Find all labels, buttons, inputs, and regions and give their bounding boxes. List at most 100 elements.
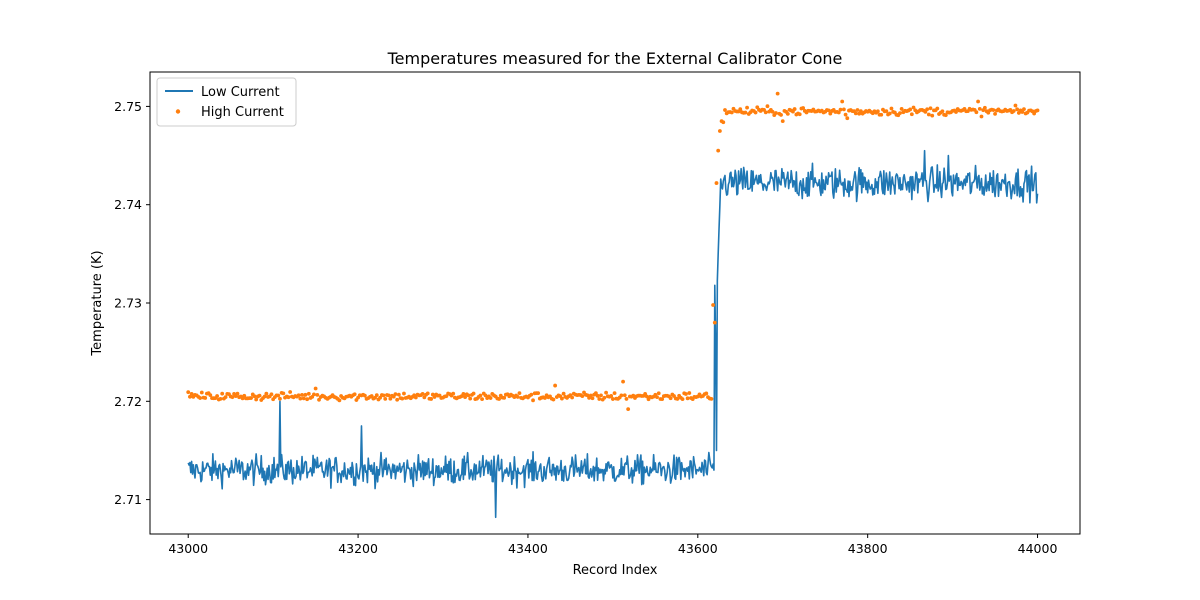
high-current-point	[230, 395, 235, 400]
high-current-point	[925, 107, 930, 112]
high-current-point	[402, 391, 406, 396]
high-current-point	[378, 395, 383, 400]
high-current-point	[1015, 107, 1020, 112]
legend-low-current-label: Low Current	[201, 85, 280, 100]
high-current-point	[276, 393, 281, 398]
high-current-point	[909, 112, 914, 117]
high-current-point	[478, 393, 483, 398]
high-current-point	[785, 111, 790, 116]
high-current-point	[610, 397, 615, 401]
high-current-point	[792, 107, 797, 111]
high-current-point	[531, 398, 535, 403]
high-current-point	[551, 397, 556, 402]
high-current-point	[362, 393, 367, 398]
high-current-point	[687, 391, 692, 395]
high-current-point	[388, 396, 393, 401]
legend-high-current-label: High Current	[201, 105, 284, 120]
high-current-point	[223, 395, 228, 400]
high-current-point	[899, 107, 904, 111]
high-current-point	[199, 390, 204, 395]
low-current-series-line	[187, 149, 1039, 519]
high-current-point	[1013, 103, 1018, 108]
high-current-point	[621, 379, 625, 384]
high-current-point	[188, 394, 192, 399]
high-current-point	[743, 110, 748, 115]
high-current-point	[466, 393, 471, 398]
high-current-point	[301, 396, 306, 401]
y-tick-label: 2.75	[114, 99, 142, 114]
high-current-point	[561, 391, 566, 396]
high-current-point	[930, 113, 935, 118]
high-current-point	[609, 394, 614, 398]
high-current-point	[704, 391, 709, 396]
high-current-point	[400, 396, 405, 401]
high-current-point	[381, 393, 386, 398]
high-current-point	[483, 393, 488, 398]
high-current-point	[982, 105, 987, 110]
high-current-point	[721, 120, 726, 125]
high-current-point	[298, 396, 303, 401]
high-current-point	[853, 111, 858, 116]
high-current-point	[991, 108, 996, 112]
high-current-point	[680, 397, 685, 402]
high-current-point	[753, 110, 758, 115]
high-current-point	[553, 383, 558, 388]
high-current-point	[729, 110, 734, 115]
high-current-point	[1011, 109, 1016, 113]
high-current-point	[908, 107, 913, 112]
high-current-point	[644, 394, 649, 399]
high-current-point	[597, 397, 602, 401]
high-current-point	[588, 393, 593, 398]
high-current-point	[502, 395, 507, 400]
high-current-point	[515, 395, 520, 399]
high-current-point	[480, 397, 484, 401]
high-current-point	[249, 396, 253, 400]
high-current-point	[884, 109, 889, 114]
high-current-point	[312, 392, 316, 397]
high-current-point	[352, 392, 357, 397]
high-current-point	[315, 392, 320, 397]
high-current-point	[468, 396, 473, 401]
high-current-point	[875, 109, 880, 114]
high-current-point	[461, 392, 466, 396]
high-current-point	[220, 391, 225, 396]
x-tick-label: 43200	[338, 541, 378, 556]
high-current-point	[218, 396, 223, 401]
high-current-point	[976, 99, 980, 104]
high-current-point	[317, 397, 321, 402]
high-current-point	[801, 106, 806, 110]
high-current-point	[714, 181, 719, 185]
high-current-point	[529, 392, 534, 397]
high-current-point	[774, 111, 778, 115]
high-current-point	[889, 106, 894, 111]
series-layer	[186, 91, 1040, 519]
high-current-point	[911, 105, 916, 110]
plot-area	[149, 71, 1081, 535]
high-current-point	[536, 391, 541, 396]
high-current-point	[779, 113, 783, 117]
high-current-point	[943, 113, 948, 118]
high-current-point	[685, 396, 690, 401]
high-current-point	[570, 395, 575, 400]
high-current-point	[593, 391, 598, 396]
high-current-point	[898, 111, 902, 115]
high-current-point	[1022, 107, 1026, 112]
high-current-point	[712, 320, 717, 325]
high-current-point	[303, 392, 308, 397]
high-current-point	[386, 393, 391, 398]
high-current-point	[660, 397, 665, 402]
high-current-point	[337, 398, 342, 403]
high-current-point	[235, 391, 240, 396]
legend-high-current-marker	[175, 109, 181, 114]
high-current-point	[463, 395, 467, 400]
high-current-point	[745, 105, 749, 110]
high-current-point	[471, 391, 476, 396]
high-current-point	[186, 390, 191, 395]
y-tick-label: 2.73	[114, 296, 142, 311]
high-current-point	[668, 396, 673, 401]
high-current-point	[775, 91, 780, 96]
high-current-point	[313, 386, 318, 391]
high-current-point	[296, 393, 301, 398]
high-current-point	[619, 393, 624, 398]
